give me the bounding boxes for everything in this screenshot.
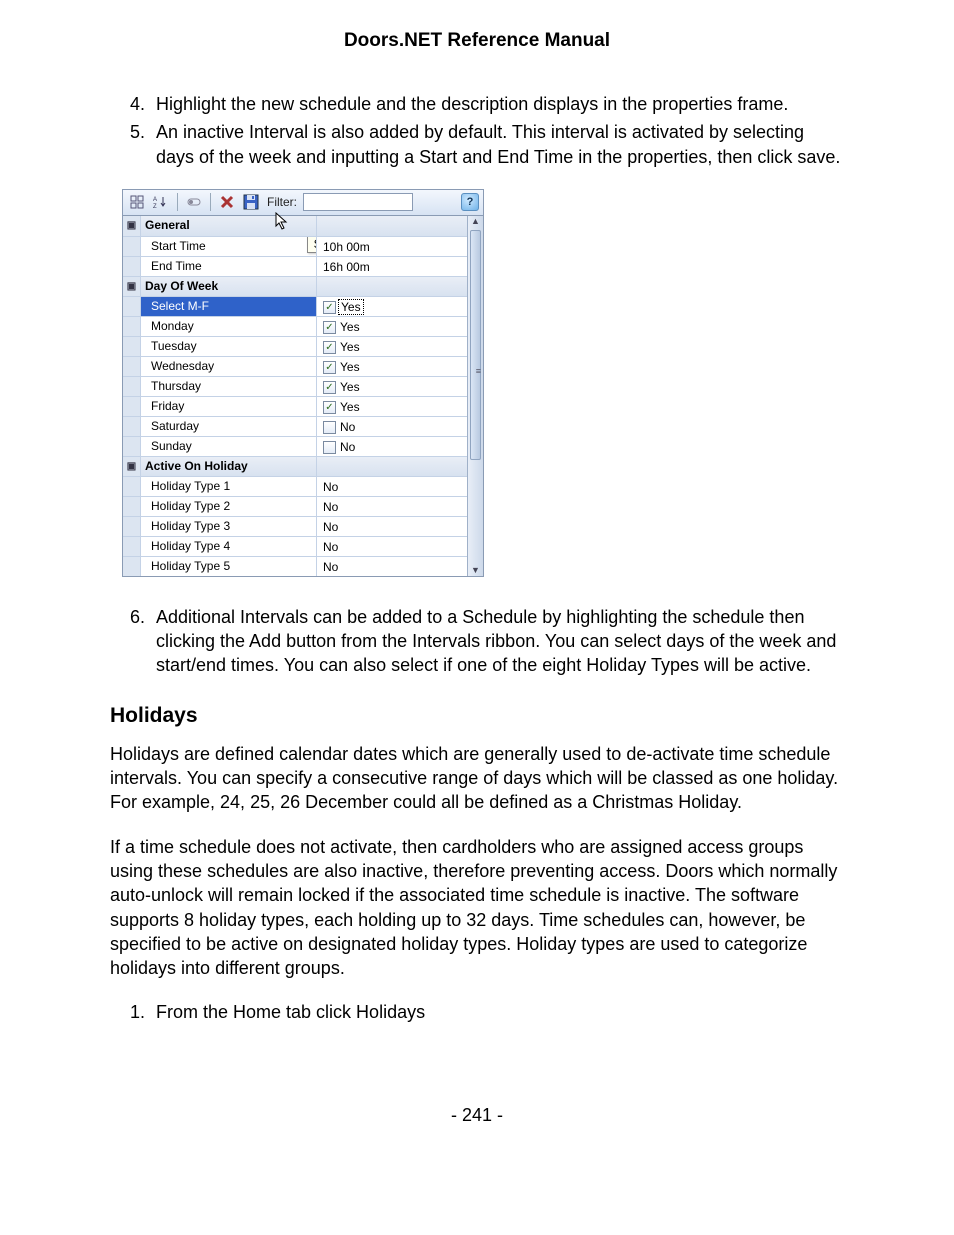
scroll-down-icon[interactable]: ▼ (471, 566, 480, 575)
property-value[interactable]: 16h 00m (317, 257, 467, 276)
body-paragraph: If a time schedule does not activate, th… (110, 835, 844, 981)
category-label: Active On Holiday (141, 457, 317, 476)
category-label: Day Of Week (141, 277, 317, 296)
checkbox-icon[interactable]: ✓ (323, 381, 336, 394)
checkbox-icon[interactable]: ✓ (323, 341, 336, 354)
category-header[interactable]: ▣ Day Of Week (123, 276, 467, 296)
property-value[interactable]: No (317, 537, 467, 556)
property-value[interactable]: ✓Yes (317, 377, 467, 396)
instruction-list-2: Additional Intervals can be added to a S… (110, 605, 844, 678)
property-value[interactable]: ✓Yes (317, 357, 467, 376)
sort-az-icon[interactable]: AZ (151, 192, 171, 212)
instruction-list-1: Highlight the new schedule and the descr… (110, 92, 844, 169)
property-label: Holiday Type 5 (141, 557, 317, 576)
checkbox-icon[interactable]: ✓ (323, 361, 336, 374)
scrollbar[interactable]: ▲ ≡ ▼ (467, 216, 483, 576)
collapse-icon[interactable]: ▣ (123, 457, 141, 476)
property-row[interactable]: Saturday No (123, 416, 467, 436)
save-icon[interactable] (241, 192, 261, 212)
property-value[interactable]: No (317, 477, 467, 496)
property-label: Saturday (141, 417, 317, 436)
property-value[interactable]: ✓ Yes (317, 297, 467, 316)
property-label: Thursday (141, 377, 317, 396)
property-row[interactable]: Holiday Type 4 No (123, 536, 467, 556)
property-label: Friday (141, 397, 317, 416)
properties-rows: ▣ General Start Time Save 10h 00m End Ti… (123, 216, 467, 576)
toggle-icon[interactable] (184, 192, 204, 212)
property-row[interactable]: Thursday ✓Yes (123, 376, 467, 396)
property-row[interactable]: Holiday Type 3 No (123, 516, 467, 536)
property-value[interactable]: ✓Yes (317, 397, 467, 416)
save-tooltip: Save (307, 237, 317, 253)
property-label: Wednesday (141, 357, 317, 376)
checkbox-icon[interactable]: ✓ (323, 321, 336, 334)
instruction-list-3: From the Home tab click Holidays (110, 1000, 844, 1024)
instruction-item: An inactive Interval is also added by de… (150, 120, 844, 169)
property-label: Holiday Type 3 (141, 517, 317, 536)
property-row[interactable]: Select M-F ✓ Yes (123, 296, 467, 316)
collapse-icon[interactable]: ▣ (123, 277, 141, 296)
property-value[interactable]: No (317, 557, 467, 576)
property-label: Select M-F (141, 297, 317, 316)
property-row[interactable]: Tuesday ✓Yes (123, 336, 467, 356)
category-header[interactable]: ▣ Active On Holiday (123, 456, 467, 476)
property-label: Holiday Type 1 (141, 477, 317, 496)
toolbar-separator (177, 193, 178, 211)
delete-icon[interactable] (217, 192, 237, 212)
property-label: Monday (141, 317, 317, 336)
property-label: Holiday Type 4 (141, 537, 317, 556)
category-label: General (141, 216, 317, 236)
body-paragraph: Holidays are defined calendar dates whic… (110, 742, 844, 815)
properties-panel: AZ Filter: ? ▣ General (122, 189, 484, 577)
checkbox-icon[interactable] (323, 421, 336, 434)
property-row[interactable]: Holiday Type 5 No (123, 556, 467, 576)
properties-toolbar: AZ Filter: ? (123, 190, 483, 216)
svg-text:Z: Z (153, 204, 157, 209)
property-value[interactable]: ✓Yes (317, 317, 467, 336)
instruction-item: From the Home tab click Holidays (150, 1000, 844, 1024)
property-label: Start Time Save (141, 237, 317, 256)
checkbox-icon[interactable]: ✓ (323, 401, 336, 414)
property-value[interactable]: No (317, 497, 467, 516)
toolbar-separator (210, 193, 211, 211)
property-value[interactable]: 10h 00m (317, 237, 467, 256)
scroll-up-icon[interactable]: ▲ (471, 217, 480, 226)
scroll-thumb[interactable] (470, 230, 481, 460)
property-row[interactable]: Holiday Type 1 No (123, 476, 467, 496)
svg-text:A: A (153, 197, 157, 203)
property-row[interactable]: Wednesday ✓Yes (123, 356, 467, 376)
property-value[interactable]: No (317, 417, 467, 436)
doc-title: Doors.NET Reference Manual (110, 30, 844, 52)
property-value[interactable]: No (317, 437, 467, 456)
property-value[interactable]: No (317, 517, 467, 536)
checkbox-icon[interactable]: ✓ (323, 301, 336, 314)
property-label: Sunday (141, 437, 317, 456)
category-header[interactable]: ▣ General (123, 216, 467, 236)
property-label: Holiday Type 2 (141, 497, 317, 516)
categorize-icon[interactable] (127, 192, 147, 212)
property-row[interactable]: End Time 16h 00m (123, 256, 467, 276)
filter-label: Filter: (267, 195, 297, 209)
checkbox-icon[interactable] (323, 441, 336, 454)
instruction-item: Additional Intervals can be added to a S… (150, 605, 844, 678)
instruction-item: Highlight the new schedule and the descr… (150, 92, 844, 116)
property-label: End Time (141, 257, 317, 276)
filter-input[interactable] (303, 193, 413, 211)
page-number: - 241 - (110, 1105, 844, 1126)
scroll-tick-icon: ≡ (476, 366, 481, 376)
property-row[interactable]: Start Time Save 10h 00m (123, 236, 467, 256)
property-row[interactable]: Friday ✓Yes (123, 396, 467, 416)
property-label: Tuesday (141, 337, 317, 356)
section-heading: Holidays (110, 704, 844, 728)
collapse-icon[interactable]: ▣ (123, 216, 141, 236)
property-row[interactable]: Monday ✓Yes (123, 316, 467, 336)
property-row[interactable]: Holiday Type 2 No (123, 496, 467, 516)
help-icon[interactable]: ? (461, 193, 479, 211)
property-row[interactable]: Sunday No (123, 436, 467, 456)
property-value[interactable]: ✓Yes (317, 337, 467, 356)
